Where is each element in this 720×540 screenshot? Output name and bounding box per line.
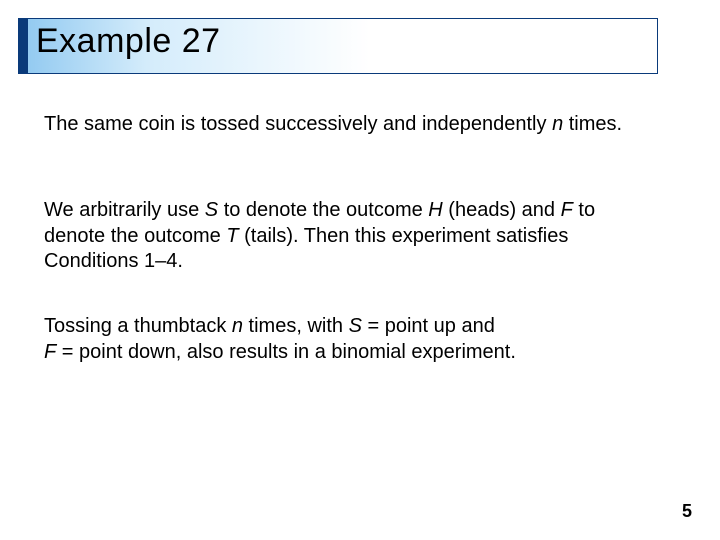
p3-b: times, with — [243, 315, 349, 337]
var-n2: n — [232, 315, 243, 337]
var-H: H — [428, 199, 442, 221]
page-number: 5 — [682, 501, 692, 522]
p2-a: We arbitrarily use — [44, 199, 205, 221]
var-F2: F — [44, 341, 56, 363]
p3-d: = point down, also results in a binomial… — [56, 341, 516, 363]
p3-c: = point up and — [362, 315, 495, 337]
p1-post: times. — [563, 113, 622, 135]
var-S: S — [205, 199, 218, 221]
p2-b: to denote the outcome — [218, 199, 428, 221]
paragraph-2: We arbitrarily use S to denote the outco… — [44, 198, 659, 275]
var-n: n — [552, 113, 563, 135]
p3-a: Tossing a thumbtack — [44, 315, 232, 337]
paragraph-1: The same coin is tossed successively and… — [44, 112, 659, 138]
p1-pre: The same coin is tossed successively and… — [44, 113, 552, 135]
p2-c: (heads) and — [443, 199, 561, 221]
slide-title: Example 27 — [36, 22, 221, 61]
title-accent-bar — [18, 18, 28, 74]
var-F: F — [561, 199, 573, 221]
slide: Example 27 The same coin is tossed succe… — [0, 0, 720, 540]
var-S2: S — [349, 315, 362, 337]
var-T: T — [226, 225, 238, 247]
paragraph-3: Tossing a thumbtack n times, with S = po… — [44, 314, 659, 365]
